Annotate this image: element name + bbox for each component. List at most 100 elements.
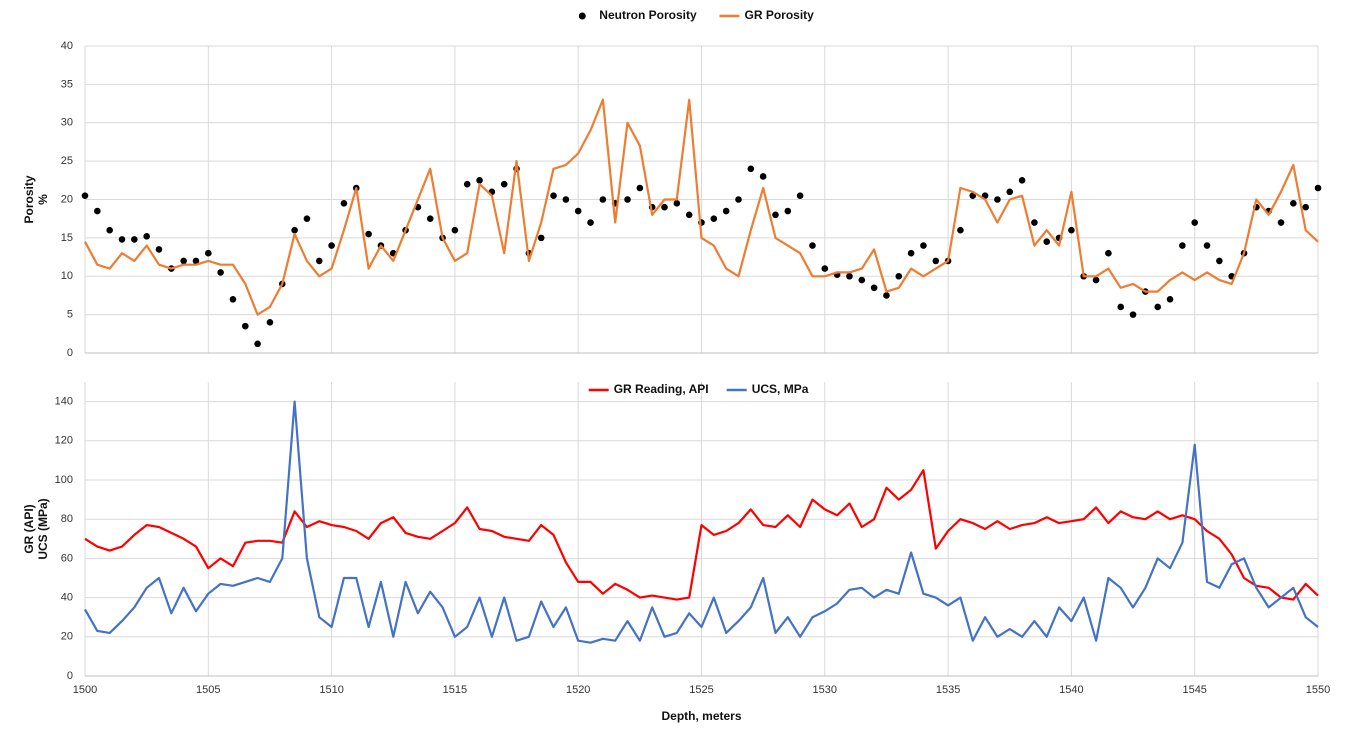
data-point [772,211,779,219]
legend-item: UCS, MPa [726,382,809,396]
data-point [131,236,138,243]
y-tick-label: 25 [61,155,73,167]
data-point [636,184,644,192]
data-point [155,246,163,253]
y-tick-label: 60 [61,552,73,564]
data-point [858,276,866,284]
data-point [796,192,804,199]
data-point [1179,242,1186,249]
data-point [217,269,224,276]
data-point [1203,242,1211,249]
y-tick-label: 0 [67,347,73,359]
legend-item: Neutron Porosity [578,8,697,22]
data-point [106,226,113,234]
data-point [1018,177,1026,184]
series-line [84,400,1319,644]
data-point [537,234,545,242]
y-tick-label: 10 [61,270,73,282]
data-point [143,233,150,240]
legend-label: GR Reading, API [614,382,709,396]
data-point [735,196,742,203]
data-point [1105,249,1112,257]
data-point [1043,238,1051,246]
data-point [463,180,471,188]
data-point [1006,188,1014,196]
y-tick-label: 35 [61,78,73,90]
legend-label: Neutron Porosity [599,8,697,22]
y-tick-label: 40 [61,40,73,52]
x-tick-label: 1535 [936,684,960,696]
data-point [784,207,792,215]
y-tick-label: 0 [67,670,73,682]
data-point [710,215,718,222]
y-tick-label: 100 [55,474,73,486]
data-point [1166,295,1174,303]
data-point [1290,200,1297,207]
x-tick-label: 1545 [1182,684,1206,696]
series-line [84,98,1319,316]
data-point [722,207,730,215]
data-point [932,257,940,265]
data-point [574,207,582,215]
data-point [562,196,570,203]
x-tick-label: 1500 [73,684,97,696]
data-point [254,340,261,348]
data-point [883,292,890,299]
y-tick-label: 120 [55,435,73,447]
data-point [587,219,594,226]
legend-label: UCS, MPa [752,382,809,396]
data-point [81,192,89,199]
y-tick-label: 40 [61,592,73,604]
data-point [340,200,348,207]
y-axis-label: UCS (MPa) [36,498,50,559]
data-point [1117,303,1125,311]
data-point [1031,219,1038,226]
data-point [809,242,816,249]
data-point [451,226,459,234]
data-point [747,165,755,173]
data-point [1216,257,1223,265]
data-point [673,200,681,207]
x-tick-label: 1520 [566,684,590,696]
y-tick-label: 20 [61,631,73,643]
data-point [241,322,249,330]
data-point [895,272,903,280]
data-point [426,215,434,222]
data-point [291,226,298,234]
data-point [476,177,483,184]
data-point [846,272,853,280]
y-axis-label: Porosity [22,175,36,223]
x-tick-label: 1515 [443,684,467,696]
data-point [550,192,557,199]
data-point [1092,276,1100,284]
data-point [870,284,878,292]
y-axis-label: % [36,194,50,205]
data-point [1191,219,1198,226]
data-point [365,230,372,238]
data-point [118,236,126,243]
data-point [94,207,101,215]
x-tick-label: 1525 [689,684,713,696]
legend-label: GR Porosity [745,8,815,22]
data-point [180,257,187,265]
data-point [1068,226,1075,234]
data-point [957,226,964,234]
data-point [328,242,335,249]
x-tick-label: 1550 [1306,684,1330,696]
y-tick-label: 30 [61,117,73,129]
y-tick-label: 5 [67,309,73,321]
data-point [1302,203,1309,211]
data-point [920,242,927,249]
data-point [1154,303,1162,311]
data-point [205,249,212,257]
data-point [907,249,915,257]
legend-marker [578,12,586,20]
series-line [84,469,1319,601]
x-tick-label: 1505 [196,684,220,696]
data-point [821,265,829,272]
data-point [500,180,508,188]
x-tick-label: 1510 [319,684,343,696]
data-point [266,319,274,326]
data-point [661,203,668,211]
